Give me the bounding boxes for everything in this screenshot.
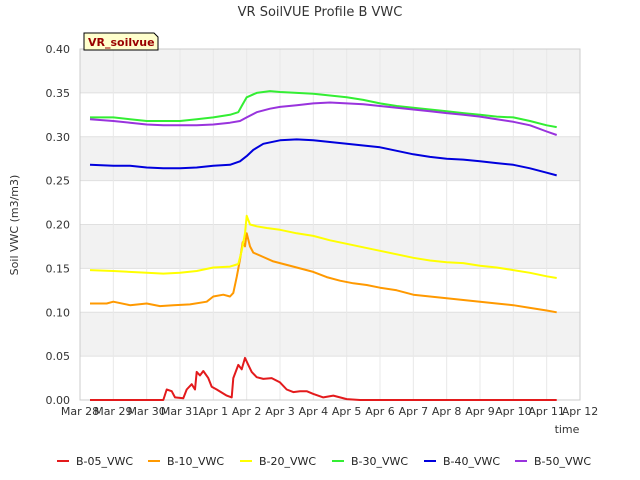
x-tick-label: Apr 1 bbox=[199, 405, 229, 418]
y-tick-label: 0.00 bbox=[46, 394, 71, 407]
series-line-b-40-vwc bbox=[89, 138, 557, 177]
x-tick-label: Mar 29 bbox=[94, 405, 132, 418]
plot-area-frame bbox=[79, 48, 581, 401]
chart-tag-label: VR_soilvue bbox=[88, 36, 155, 49]
y-tick-label: 0.35 bbox=[46, 87, 71, 100]
legend-label: B-40_VWC bbox=[443, 455, 500, 468]
x-tick-label: Apr 4 bbox=[299, 405, 329, 418]
y-tick-label: 0.05 bbox=[46, 350, 71, 363]
series-line-b-10-vwc bbox=[90, 232, 557, 314]
x-tick-label: Apr 2 bbox=[232, 405, 262, 418]
series-lines bbox=[89, 90, 558, 401]
y-tick-label: 0.40 bbox=[46, 43, 71, 56]
plot-band bbox=[80, 136, 580, 181]
x-tick-label: Apr 10 bbox=[495, 405, 532, 418]
y-tick-label: 0.30 bbox=[46, 131, 71, 144]
x-tick-label: Apr 11 bbox=[528, 405, 565, 418]
x-tick-label: Apr 9 bbox=[465, 405, 495, 418]
plot-band bbox=[80, 312, 580, 357]
x-tick-label: Apr 5 bbox=[332, 405, 362, 418]
x-tick-label: Apr 7 bbox=[399, 405, 429, 418]
y-tick-label: 0.20 bbox=[46, 219, 71, 232]
plot-band bbox=[80, 92, 580, 137]
series-line-b-20-vwc bbox=[89, 214, 557, 279]
x-tick-label: Apr 3 bbox=[265, 405, 295, 418]
x-tick-label: Mar 30 bbox=[128, 405, 166, 418]
legend-label: B-20_VWC bbox=[259, 455, 316, 468]
legend-label: B-50_VWC bbox=[534, 455, 591, 468]
y-axis-ticks: 0.00 0.05 0.10 0.15 0.20 0.25 0.30 0.35 0.40 bbox=[46, 43, 71, 407]
plot-band bbox=[80, 356, 580, 400]
chart-title: VR SoilVUE Profile B VWC bbox=[238, 5, 403, 20]
chart-tag: VR_soilvue bbox=[83, 32, 159, 51]
plot-band bbox=[80, 180, 580, 225]
plot-background-bands bbox=[80, 49, 580, 400]
y-axis-title: Soil VWC (m3/m3) bbox=[8, 175, 21, 276]
x-tick-label: Apr 6 bbox=[365, 405, 395, 418]
series-line-b-05-vwc bbox=[90, 356, 557, 401]
series-line-b-30-vwc bbox=[90, 90, 557, 129]
y-tick-label: 0.10 bbox=[46, 306, 71, 319]
series-line-b-50-vwc bbox=[89, 101, 558, 136]
y-tick-label: 0.15 bbox=[46, 262, 71, 275]
legend: B-05_VWC B-10_VWC B-20_VWC B-30_VWC B-40_VWC… bbox=[57, 455, 591, 468]
x-tick-label: Apr 8 bbox=[432, 405, 462, 418]
legend-label: B-30_VWC bbox=[351, 455, 408, 468]
x-tick-label: Mar 31 bbox=[161, 405, 199, 418]
y-tick-label: 0.25 bbox=[46, 175, 71, 188]
chart-tag-box bbox=[83, 32, 159, 51]
legend-label: B-10_VWC bbox=[167, 455, 224, 468]
legend-label: B-05_VWC bbox=[76, 455, 133, 468]
plot-band bbox=[80, 49, 580, 93]
plot-band bbox=[80, 224, 580, 269]
x-tick-label: Mar 28 bbox=[61, 405, 99, 418]
x-axis-title: time bbox=[555, 423, 580, 436]
x-tick-label: Apr 12 bbox=[562, 405, 599, 418]
